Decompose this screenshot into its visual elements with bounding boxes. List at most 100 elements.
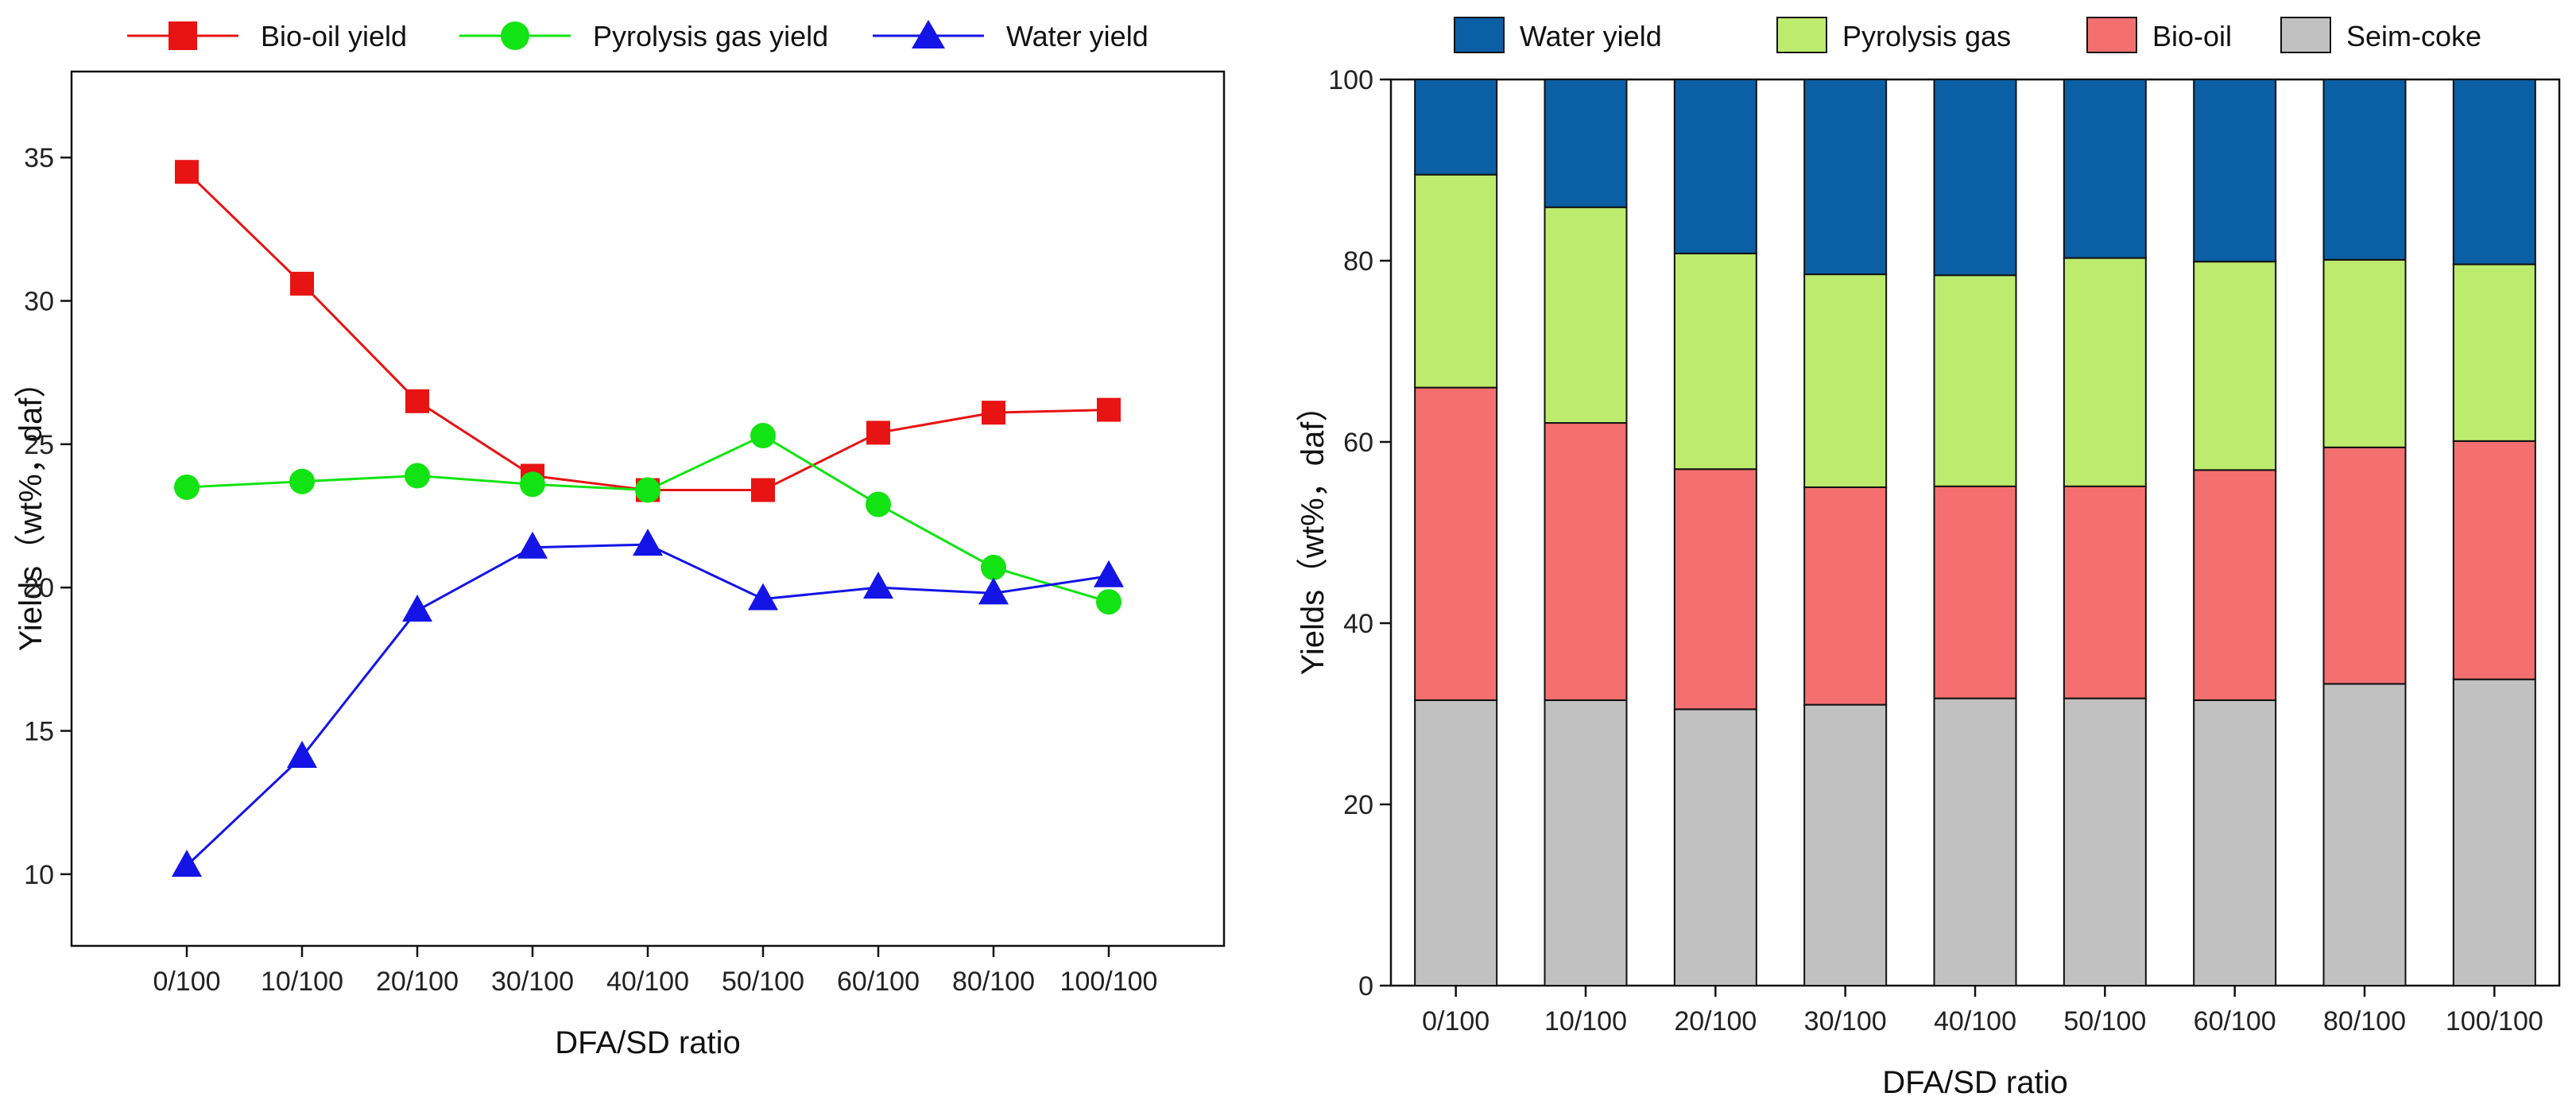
bar-segment-coke (1673, 708, 1757, 986)
bar-segment-bio-oil (1933, 485, 2017, 699)
legend-item-stack-water: Water yield (1454, 17, 1662, 53)
legend-label-stack-gas: Pyrolysis gas (1842, 20, 2011, 52)
y-tick-label: 80 (1343, 246, 1373, 277)
bar-segment-water (2063, 79, 2147, 259)
y-tick-label: 20 (1343, 790, 1373, 820)
bar-segment-coke (2193, 699, 2277, 987)
legend-item-bio-oil: Bio-oil yield (127, 20, 407, 52)
x-tick-label: 50/100 (2063, 1006, 2146, 1036)
data-point-water (978, 577, 1009, 605)
bar-segment-gas (2322, 258, 2407, 448)
line-chart-x-axis-label: DFA/SD ratio (555, 1025, 740, 1060)
data-point-water (402, 595, 432, 622)
legend-label-pyrolysis-gas: Pyrolysis gas yield (593, 20, 828, 52)
data-point-pyrolysis-gas (1096, 589, 1121, 615)
legend-item-water: Water yield (873, 20, 1149, 52)
y-tick-label: 60 (1343, 428, 1373, 458)
line-chart-panel: Bio-oil yield Pyrolysis gas yield Water … (14, 20, 1226, 1060)
bar-segment-bio-oil (1673, 468, 1757, 711)
bar-segment-water (2193, 79, 2277, 263)
x-tick-label: 80/100 (952, 967, 1035, 997)
data-point-water (748, 583, 778, 610)
bar-segment-bio-oil (1414, 386, 1498, 701)
y-tick-label: 25 (24, 430, 54, 460)
data-point-pyrolysis-gas (750, 423, 776, 449)
x-tick-label: 20/100 (376, 967, 459, 997)
series-line-pyrolysis-gas (186, 434, 1110, 603)
x-tick-label: 40/100 (606, 967, 689, 997)
bar-segment-water (2452, 79, 2536, 265)
y-tick-label: 0 (1358, 971, 1373, 1002)
y-tick-label: 30 (24, 287, 54, 317)
bar-segment-water (1933, 79, 2017, 277)
legend-label-water: Water yield (1006, 20, 1149, 52)
y-tick-label: 35 (24, 143, 54, 173)
data-point-pyrolysis-gas (405, 463, 430, 489)
bar-segment-bio-oil (2193, 469, 2277, 701)
data-point-water (172, 850, 202, 878)
bar-segment-coke (2322, 683, 2407, 986)
data-point-bio-oil (175, 160, 199, 184)
y-tick-label: 100 (1328, 65, 1373, 95)
x-tick-label: 60/100 (837, 967, 920, 997)
legend-item-pyrolysis-gas: Pyrolysis gas yield (459, 20, 828, 52)
y-tick-label: 20 (24, 573, 54, 603)
x-tick-label: 10/100 (261, 967, 343, 997)
bar-segment-gas (1544, 206, 1628, 424)
legend-label-stack-oil: Bio-oil (2152, 20, 2232, 52)
x-tick-label: 40/100 (1934, 1006, 2016, 1036)
y-tick-label: 40 (1343, 609, 1373, 639)
legend-circle-marker (501, 21, 529, 50)
data-point-bio-oil (866, 420, 890, 445)
data-point-pyrolysis-gas (174, 474, 199, 500)
bar-segment-gas (2063, 257, 2147, 487)
x-tick-label: 30/100 (1804, 1006, 1887, 1036)
data-point-water (863, 571, 893, 599)
legend-triangle-marker (912, 20, 945, 48)
data-point-pyrolysis-gas (981, 554, 1006, 580)
bar-segment-water (1544, 79, 1628, 208)
x-tick-label: 100/100 (2446, 1006, 2543, 1036)
data-point-bio-oil (751, 478, 775, 502)
bar-chart-legend: Water yield Pyrolysis gas Bio-oil Seim-c… (1454, 17, 2481, 53)
x-tick-label: 10/100 (1544, 1006, 1627, 1036)
x-tick-label: 0/100 (153, 967, 220, 997)
bar-segment-water (1673, 79, 1757, 254)
bar-segment-coke (1544, 699, 1628, 987)
bar-segment-gas (2452, 263, 2536, 442)
legend-swatch-oil (2086, 17, 2137, 53)
y-tick-label: 15 (24, 717, 54, 747)
data-point-water (287, 740, 317, 768)
bar-segment-bio-oil (2063, 485, 2147, 699)
legend-label-stack-coke: Seim-coke (2346, 20, 2481, 52)
legend-label-bio-oil: Bio-oil yield (261, 20, 407, 52)
stacked-bar-chart-panel: Water yield Pyrolysis gas Bio-oil Seim-c… (1296, 17, 2561, 1100)
line-chart-frame (70, 70, 1226, 947)
legend-item-stack-coke: Seim-coke (2280, 17, 2481, 53)
data-point-water (633, 529, 663, 556)
x-tick-label: 20/100 (1674, 1006, 1757, 1036)
legend-item-stack-oil: Bio-oil (2086, 17, 2232, 53)
legend-swatch-water (1454, 17, 1505, 53)
series-line-bio-oil (185, 171, 1110, 492)
y-tick-label: 10 (24, 860, 54, 890)
data-point-bio-oil (405, 389, 429, 413)
bar-segment-bio-oil (1544, 422, 1628, 701)
bar-segment-gas (1414, 173, 1498, 389)
bar-chart-y-axis-label: Yields（wt%，daf） (1296, 390, 1331, 676)
data-point-bio-oil (290, 271, 314, 296)
series-line-water (185, 543, 1110, 867)
data-point-bio-oil (982, 401, 1005, 425)
data-point-pyrolysis-gas (866, 491, 891, 517)
bar-segment-water (2322, 79, 2407, 261)
data-point-water (517, 531, 548, 559)
x-tick-label: 30/100 (491, 967, 574, 997)
bar-chart-x-axis-label: DFA/SD ratio (1882, 1065, 2067, 1100)
bar-segment-bio-oil (2322, 446, 2407, 685)
bar-segment-water (1803, 79, 1888, 276)
data-point-pyrolysis-gas (289, 468, 315, 494)
legend-item-stack-gas: Pyrolysis gas (1776, 17, 2011, 53)
x-tick-label: 60/100 (2194, 1006, 2276, 1036)
x-tick-label: 50/100 (722, 967, 804, 997)
